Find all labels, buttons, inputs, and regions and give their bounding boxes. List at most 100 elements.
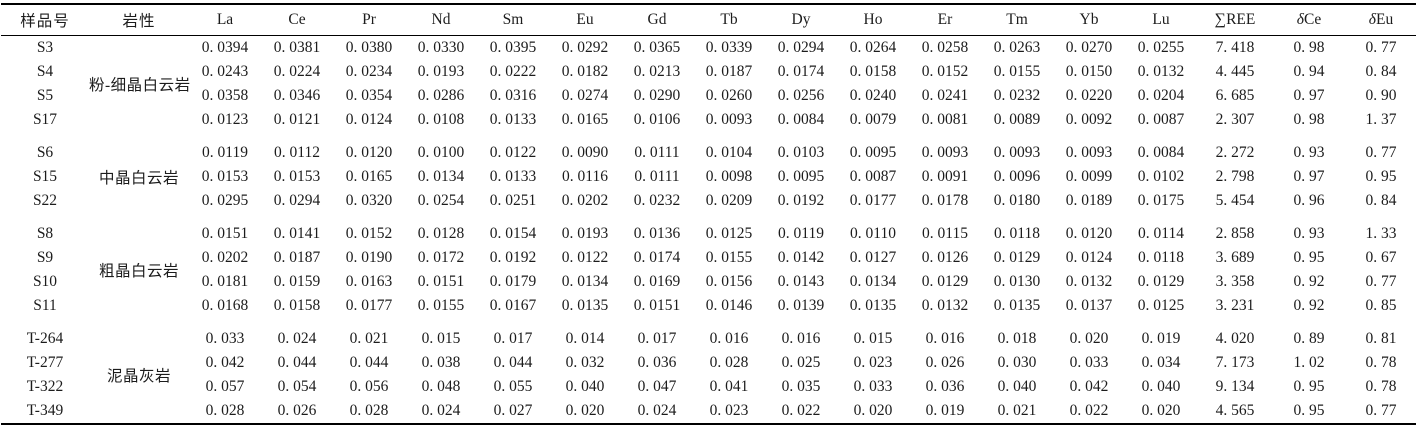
header-cell-lithology: 岩性 [89, 4, 189, 36]
value-cell: 0. 0168 [201, 297, 249, 314]
header-cell-Sm: Sm [477, 4, 549, 36]
table-row-T-349: T-349 0. 028 0. 026 0. 028 0. 024 0. 027 0. 02… [1, 399, 1416, 424]
value-cell: 0. 0129 [993, 249, 1041, 266]
value-cell: 0. 017 [637, 330, 677, 347]
header-cell-REE: ∑REE [1197, 4, 1273, 36]
value-cell: 2. 272 [1215, 144, 1255, 161]
value-cell: 0. 0134 [561, 273, 609, 290]
value-cell: 0. 0111 [634, 168, 680, 185]
table-row-T-322: T-322 0. 057 0. 054 0. 056 0. 048 0. 055 0. 04… [1, 375, 1416, 399]
header-cell-Yb: Yb [1053, 4, 1125, 36]
value-cell: 4. 565 [1215, 402, 1255, 419]
value-cell: 0. 0095 [849, 144, 897, 161]
value-cell: 0. 020 [565, 402, 605, 419]
value-cell: 0. 0290 [633, 87, 681, 104]
value-cell: 0. 024 [421, 402, 461, 419]
lithology-group-1: S3 粉-细晶白云岩 0. 0394 0. 0381 0. 0380 0. 0330 0. … [1, 36, 1416, 133]
value-cell: 2. 307 [1215, 111, 1255, 128]
value-cell: 0. 0232 [633, 192, 681, 209]
value-cell: 0. 022 [1069, 402, 1109, 419]
value-cell: 6. 685 [1215, 87, 1255, 104]
value-cell: 0. 0158 [849, 63, 897, 80]
value-cell: 0. 0139 [777, 297, 825, 314]
value-cell: 0. 0103 [777, 144, 825, 161]
value-cell: 0. 92 [1293, 273, 1325, 290]
value-cell: 0. 0141 [273, 225, 321, 242]
value-cell: 0. 055 [493, 378, 533, 395]
header-cell-Er: Er [909, 4, 981, 36]
value-cell: 0. 0254 [417, 192, 465, 209]
value-cell: 0. 0204 [1137, 87, 1185, 104]
value-cell: 0. 0121 [273, 111, 321, 128]
value-cell: 0. 0395 [489, 39, 537, 56]
sample-id-cell: T-277 [26, 354, 64, 371]
value-cell: 0. 026 [925, 354, 965, 371]
value-cell: 0. 0177 [849, 192, 897, 209]
value-cell: 0. 057 [205, 378, 245, 395]
value-cell: 0. 0133 [489, 111, 537, 128]
value-cell: 0. 0118 [1138, 249, 1184, 266]
table-row-T-264: T-264 泥晶灰岩 0. 033 0. 024 0. 021 0. 015 0. 017 0… [1, 318, 1416, 385]
value-cell: 4. 445 [1215, 63, 1255, 80]
value-cell: 0. 019 [1141, 330, 1181, 347]
sample-id-cell: S17 [32, 111, 58, 128]
value-cell: 0. 0158 [273, 297, 321, 314]
value-cell: 0. 0102 [1137, 168, 1185, 185]
value-cell: 0. 0115 [922, 225, 968, 242]
value-cell: 0. 056 [349, 378, 389, 395]
value-cell: 0. 015 [421, 330, 461, 347]
value-cell: 0. 0125 [705, 225, 753, 242]
sample-id-cell: S5 [36, 87, 54, 104]
value-cell: 0. 0118 [994, 225, 1040, 242]
value-cell: 0. 0104 [705, 144, 753, 161]
value-cell: 0. 0270 [1065, 39, 1113, 56]
value-cell: 0. 0133 [489, 168, 537, 185]
header-cell-Lu: Lu [1125, 4, 1197, 36]
value-cell: 0. 0155 [993, 63, 1041, 80]
lithology-cell: 中晶白云岩 [98, 170, 179, 187]
value-cell: 0. 0098 [705, 168, 753, 185]
value-cell: 0. 0224 [273, 63, 321, 80]
value-cell: 0. 84 [1365, 63, 1397, 80]
value-cell: 0. 0294 [777, 39, 825, 56]
table-row-S11: S11 0. 0168 0. 0158 0. 0177 0. 0155 0. 0167 0.… [1, 294, 1416, 318]
value-cell: 0. 77 [1365, 144, 1397, 161]
header-cell-Eu: Eu [549, 4, 621, 36]
value-cell: 5. 454 [1215, 192, 1255, 209]
value-cell: 0. 0151 [633, 297, 681, 314]
value-cell: 1. 02 [1293, 354, 1325, 371]
value-cell: 0. 0143 [777, 273, 825, 290]
value-cell: 0. 024 [277, 330, 317, 347]
value-cell: 0. 95 [1293, 402, 1325, 419]
value-cell: 0. 0093 [993, 144, 1041, 161]
value-cell: 0. 0116 [562, 168, 608, 185]
value-cell: 0. 035 [781, 378, 821, 395]
sample-id-cell: S8 [36, 225, 54, 242]
value-cell: 0. 0159 [273, 273, 321, 290]
value-cell: 0. 85 [1365, 297, 1397, 314]
value-cell: 0. 0274 [561, 87, 609, 104]
value-cell: 0. 0099 [1065, 168, 1113, 185]
value-cell: 0. 0155 [705, 249, 753, 266]
value-cell: 2. 798 [1215, 168, 1255, 185]
value-cell: 0. 014 [565, 330, 605, 347]
value-cell: 0. 0090 [561, 144, 609, 161]
value-cell: 0. 0132 [1065, 273, 1113, 290]
value-cell: 0. 0134 [849, 273, 897, 290]
value-cell: 0. 0150 [1065, 63, 1113, 80]
value-cell: 0. 0175 [1137, 192, 1185, 209]
value-cell: 1. 37 [1365, 111, 1397, 128]
value-cell: 0. 032 [565, 354, 605, 371]
value-cell: 0. 0124 [1065, 249, 1113, 266]
value-cell: 0. 016 [925, 330, 965, 347]
value-cell: 0. 019 [925, 402, 965, 419]
value-cell: 0. 84 [1365, 192, 1397, 209]
value-cell: 0. 95 [1365, 168, 1397, 185]
value-cell: 0. 0193 [561, 225, 609, 242]
value-cell: 0. 0093 [1065, 144, 1113, 161]
value-cell: 0. 0190 [345, 249, 393, 266]
value-cell: 0. 0295 [201, 192, 249, 209]
value-cell: 2. 858 [1215, 225, 1255, 242]
value-cell: 0. 77 [1365, 402, 1397, 419]
lithology-cell: 粉-细晶白云岩 [89, 77, 191, 94]
